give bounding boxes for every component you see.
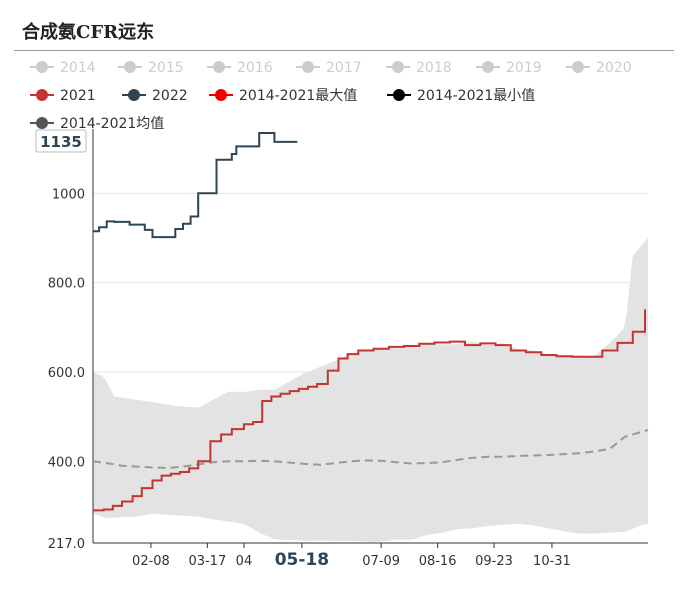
title-divider	[14, 50, 674, 51]
legend-label-2018[interactable]: 2018	[416, 60, 452, 76]
legend-marker-2016[interactable]	[213, 61, 225, 73]
y-tick-label: 400.0	[48, 455, 85, 470]
y-tick-label: 217.0	[48, 537, 85, 552]
legend-marker-2022[interactable]	[128, 89, 140, 101]
x-tick-label: 09-23	[475, 554, 513, 569]
legend-marker-2017[interactable]	[302, 61, 314, 73]
x-tick-label: 02-08	[132, 554, 170, 569]
y-tick-label: 1000	[52, 187, 85, 202]
y-tick-label: 800.0	[48, 277, 85, 292]
legend-label-2016[interactable]: 2016	[237, 60, 273, 76]
legend-marker-2021[interactable]	[36, 89, 48, 101]
x-tick-label: 08-16	[419, 554, 457, 569]
legend-marker-2014-2021-[interactable]	[215, 89, 227, 101]
y-max-label-box	[35, 129, 87, 153]
legend-label-2014-2021-[interactable]: 2014-2021最大值	[239, 88, 357, 104]
legend-label-2014-2021-[interactable]: 2014-2021最小值	[417, 88, 535, 104]
legend-marker-2014-2021-[interactable]	[36, 117, 48, 129]
series-line-2022	[93, 132, 298, 239]
y-max-label: 1135	[40, 133, 82, 151]
legend-label-2014[interactable]: 2014	[60, 60, 96, 76]
x-tick-label: 04	[236, 554, 253, 569]
legend-label-2022[interactable]: 2022	[152, 88, 188, 104]
series-line-mean	[92, 429, 649, 470]
legend-label-2015[interactable]: 2015	[148, 60, 184, 76]
x-tick-label: 03-17	[188, 554, 226, 569]
x-tick-label: 05-18	[275, 550, 329, 570]
legend-label-2017[interactable]: 2017	[326, 60, 362, 76]
legend-marker-2020[interactable]	[572, 61, 584, 73]
legend-label-2021[interactable]: 2021	[60, 88, 96, 104]
x-tick-label: 07-09	[362, 554, 400, 569]
legend-label-2019[interactable]: 2019	[506, 60, 542, 76]
legend-marker-2018[interactable]	[392, 61, 404, 73]
legend-label-2014-2021-[interactable]: 2014-2021均值	[60, 116, 164, 132]
legend-marker-2014[interactable]	[36, 61, 48, 73]
legend-marker-2015[interactable]	[124, 61, 136, 73]
y-tick-label: 600.0	[48, 366, 85, 381]
legend-marker-2014-2021-[interactable]	[393, 89, 405, 101]
min-max-band	[93, 238, 648, 542]
series-line-2021	[93, 309, 646, 512]
x-tick-label: 10-31	[533, 554, 571, 569]
chart-title: 合成氨CFR远东	[22, 22, 155, 43]
legend-marker-2019[interactable]	[482, 61, 494, 73]
legend-label-2020[interactable]: 2020	[596, 60, 632, 76]
